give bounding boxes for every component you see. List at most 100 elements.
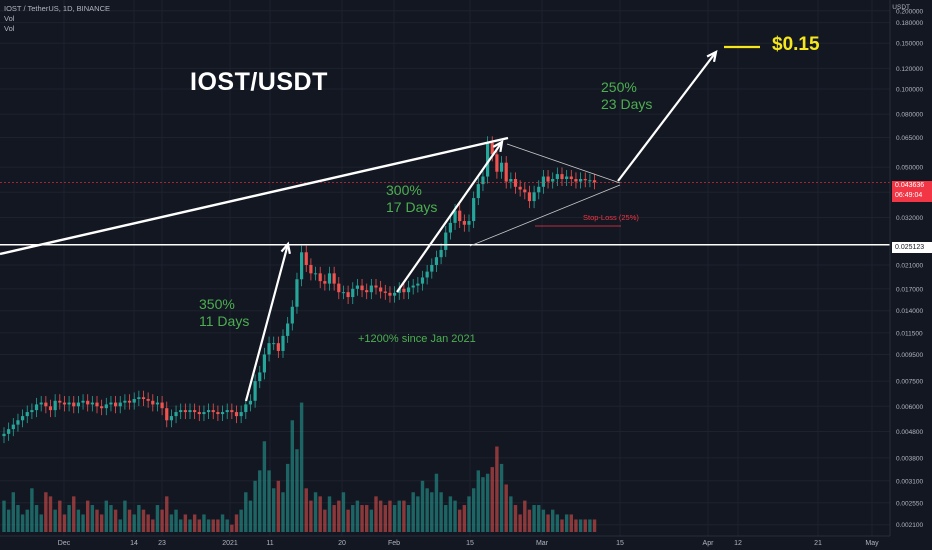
candle-body xyxy=(197,412,201,415)
candle-body xyxy=(48,406,53,411)
long-trend-line xyxy=(0,136,509,256)
candle-body xyxy=(25,412,29,417)
volume-bar xyxy=(211,519,215,532)
volume-bar xyxy=(295,449,299,532)
triangle-lower xyxy=(469,184,621,247)
volume-bar xyxy=(360,505,364,532)
candle-body xyxy=(304,252,308,265)
price-tick-label: 0.009500 xyxy=(896,352,923,359)
time-tick-label: 20 xyxy=(338,540,346,547)
candle-body xyxy=(44,402,48,407)
volume-bar xyxy=(72,496,76,532)
volume-bar xyxy=(588,519,592,532)
since-annotation: +1200% since Jan 2021 xyxy=(358,333,476,345)
chart-grid xyxy=(0,0,890,536)
candle-body xyxy=(527,192,532,202)
volume-bar xyxy=(258,470,262,532)
candle-body xyxy=(444,232,448,250)
candle-body xyxy=(21,416,25,421)
volume-bar xyxy=(132,514,136,532)
candle-body xyxy=(220,412,225,415)
candle-body xyxy=(434,257,439,265)
volume-bar xyxy=(444,505,448,532)
horizontal-level-tag[interactable]: 0.025123 xyxy=(892,242,932,253)
candle-body xyxy=(472,198,476,222)
candle-body xyxy=(346,292,350,298)
price-tick-label: 0.004800 xyxy=(896,429,923,436)
candle-body xyxy=(2,433,6,437)
volume-bar xyxy=(513,505,518,532)
candle-body xyxy=(425,271,429,278)
candle-body xyxy=(537,186,541,193)
volume-bar xyxy=(555,514,560,532)
volume-indicator-label-2[interactable]: Vol xyxy=(4,24,15,33)
candle-body xyxy=(560,174,564,180)
candle-body xyxy=(420,277,425,284)
volume-bar xyxy=(25,509,29,532)
price-tick-label: 0.017000 xyxy=(896,286,923,293)
candle-body xyxy=(565,176,569,180)
candle-body xyxy=(290,306,294,324)
volume-bar xyxy=(86,500,90,532)
volume-bar xyxy=(425,488,429,532)
candle-body xyxy=(225,410,229,413)
volume-bar xyxy=(420,480,425,532)
volume-bar xyxy=(481,477,485,532)
volume-bar xyxy=(188,519,192,532)
candle-body xyxy=(216,412,220,415)
candle-body xyxy=(393,292,397,296)
drawing-layer xyxy=(0,45,890,402)
candle-body xyxy=(174,412,178,417)
candle-body xyxy=(11,424,15,430)
volume-bars xyxy=(2,402,597,532)
candle-body xyxy=(104,404,108,409)
volume-bar xyxy=(141,509,146,532)
volume-bar xyxy=(569,514,573,532)
candle-body xyxy=(123,400,127,403)
price-unit[interactable]: USDT xyxy=(892,4,910,11)
current-price-tag[interactable]: 0.043636 06:49:04 xyxy=(892,181,932,202)
arrow-target xyxy=(617,51,717,182)
volume-bar xyxy=(509,496,513,532)
volume-bar xyxy=(20,514,25,532)
volume-bar xyxy=(183,514,188,532)
volume-bar xyxy=(532,505,536,532)
candle-body xyxy=(67,402,71,405)
arrow-move1 xyxy=(244,243,290,402)
volume-bar xyxy=(318,496,322,532)
volume-bar xyxy=(365,505,369,532)
candle-body xyxy=(81,400,85,403)
volume-bar xyxy=(485,473,490,532)
price-tick-label: 0.003800 xyxy=(896,455,923,462)
price-tick-label: 0.080000 xyxy=(896,112,923,119)
price-tick-label: 0.002550 xyxy=(896,500,923,507)
price-tick-label: 0.200000 xyxy=(896,8,923,15)
move3-pct: 250% xyxy=(601,79,637,95)
candle-body xyxy=(188,410,192,413)
time-tick-label: May xyxy=(865,540,879,547)
candle-body xyxy=(555,174,559,180)
bar-countdown: 06:49:04 xyxy=(895,192,923,199)
volume-indicator-label[interactable]: Vol xyxy=(4,14,15,23)
horizontal-level-value: 0.025123 xyxy=(895,244,925,251)
price-tick-label: 0.100000 xyxy=(896,86,923,93)
volume-bar xyxy=(439,492,443,532)
candle-body xyxy=(481,176,485,185)
volume-bar xyxy=(351,505,355,532)
volume-bar xyxy=(518,514,522,532)
symbol-line[interactable]: IOST / TetherUS, 1D, BINANCE xyxy=(4,4,111,13)
volume-bar xyxy=(309,500,313,532)
candle-body xyxy=(541,176,545,187)
volume-bar xyxy=(165,496,169,532)
move2-pct: 300% xyxy=(386,182,422,198)
volume-bar xyxy=(234,514,239,532)
volume-bar xyxy=(118,519,122,532)
candle-body xyxy=(360,285,364,291)
candle-body xyxy=(513,179,518,187)
candle-body xyxy=(141,397,146,400)
price-tick-label: 0.150000 xyxy=(896,41,923,48)
volume-bar xyxy=(95,509,99,532)
candle-body xyxy=(295,279,299,307)
